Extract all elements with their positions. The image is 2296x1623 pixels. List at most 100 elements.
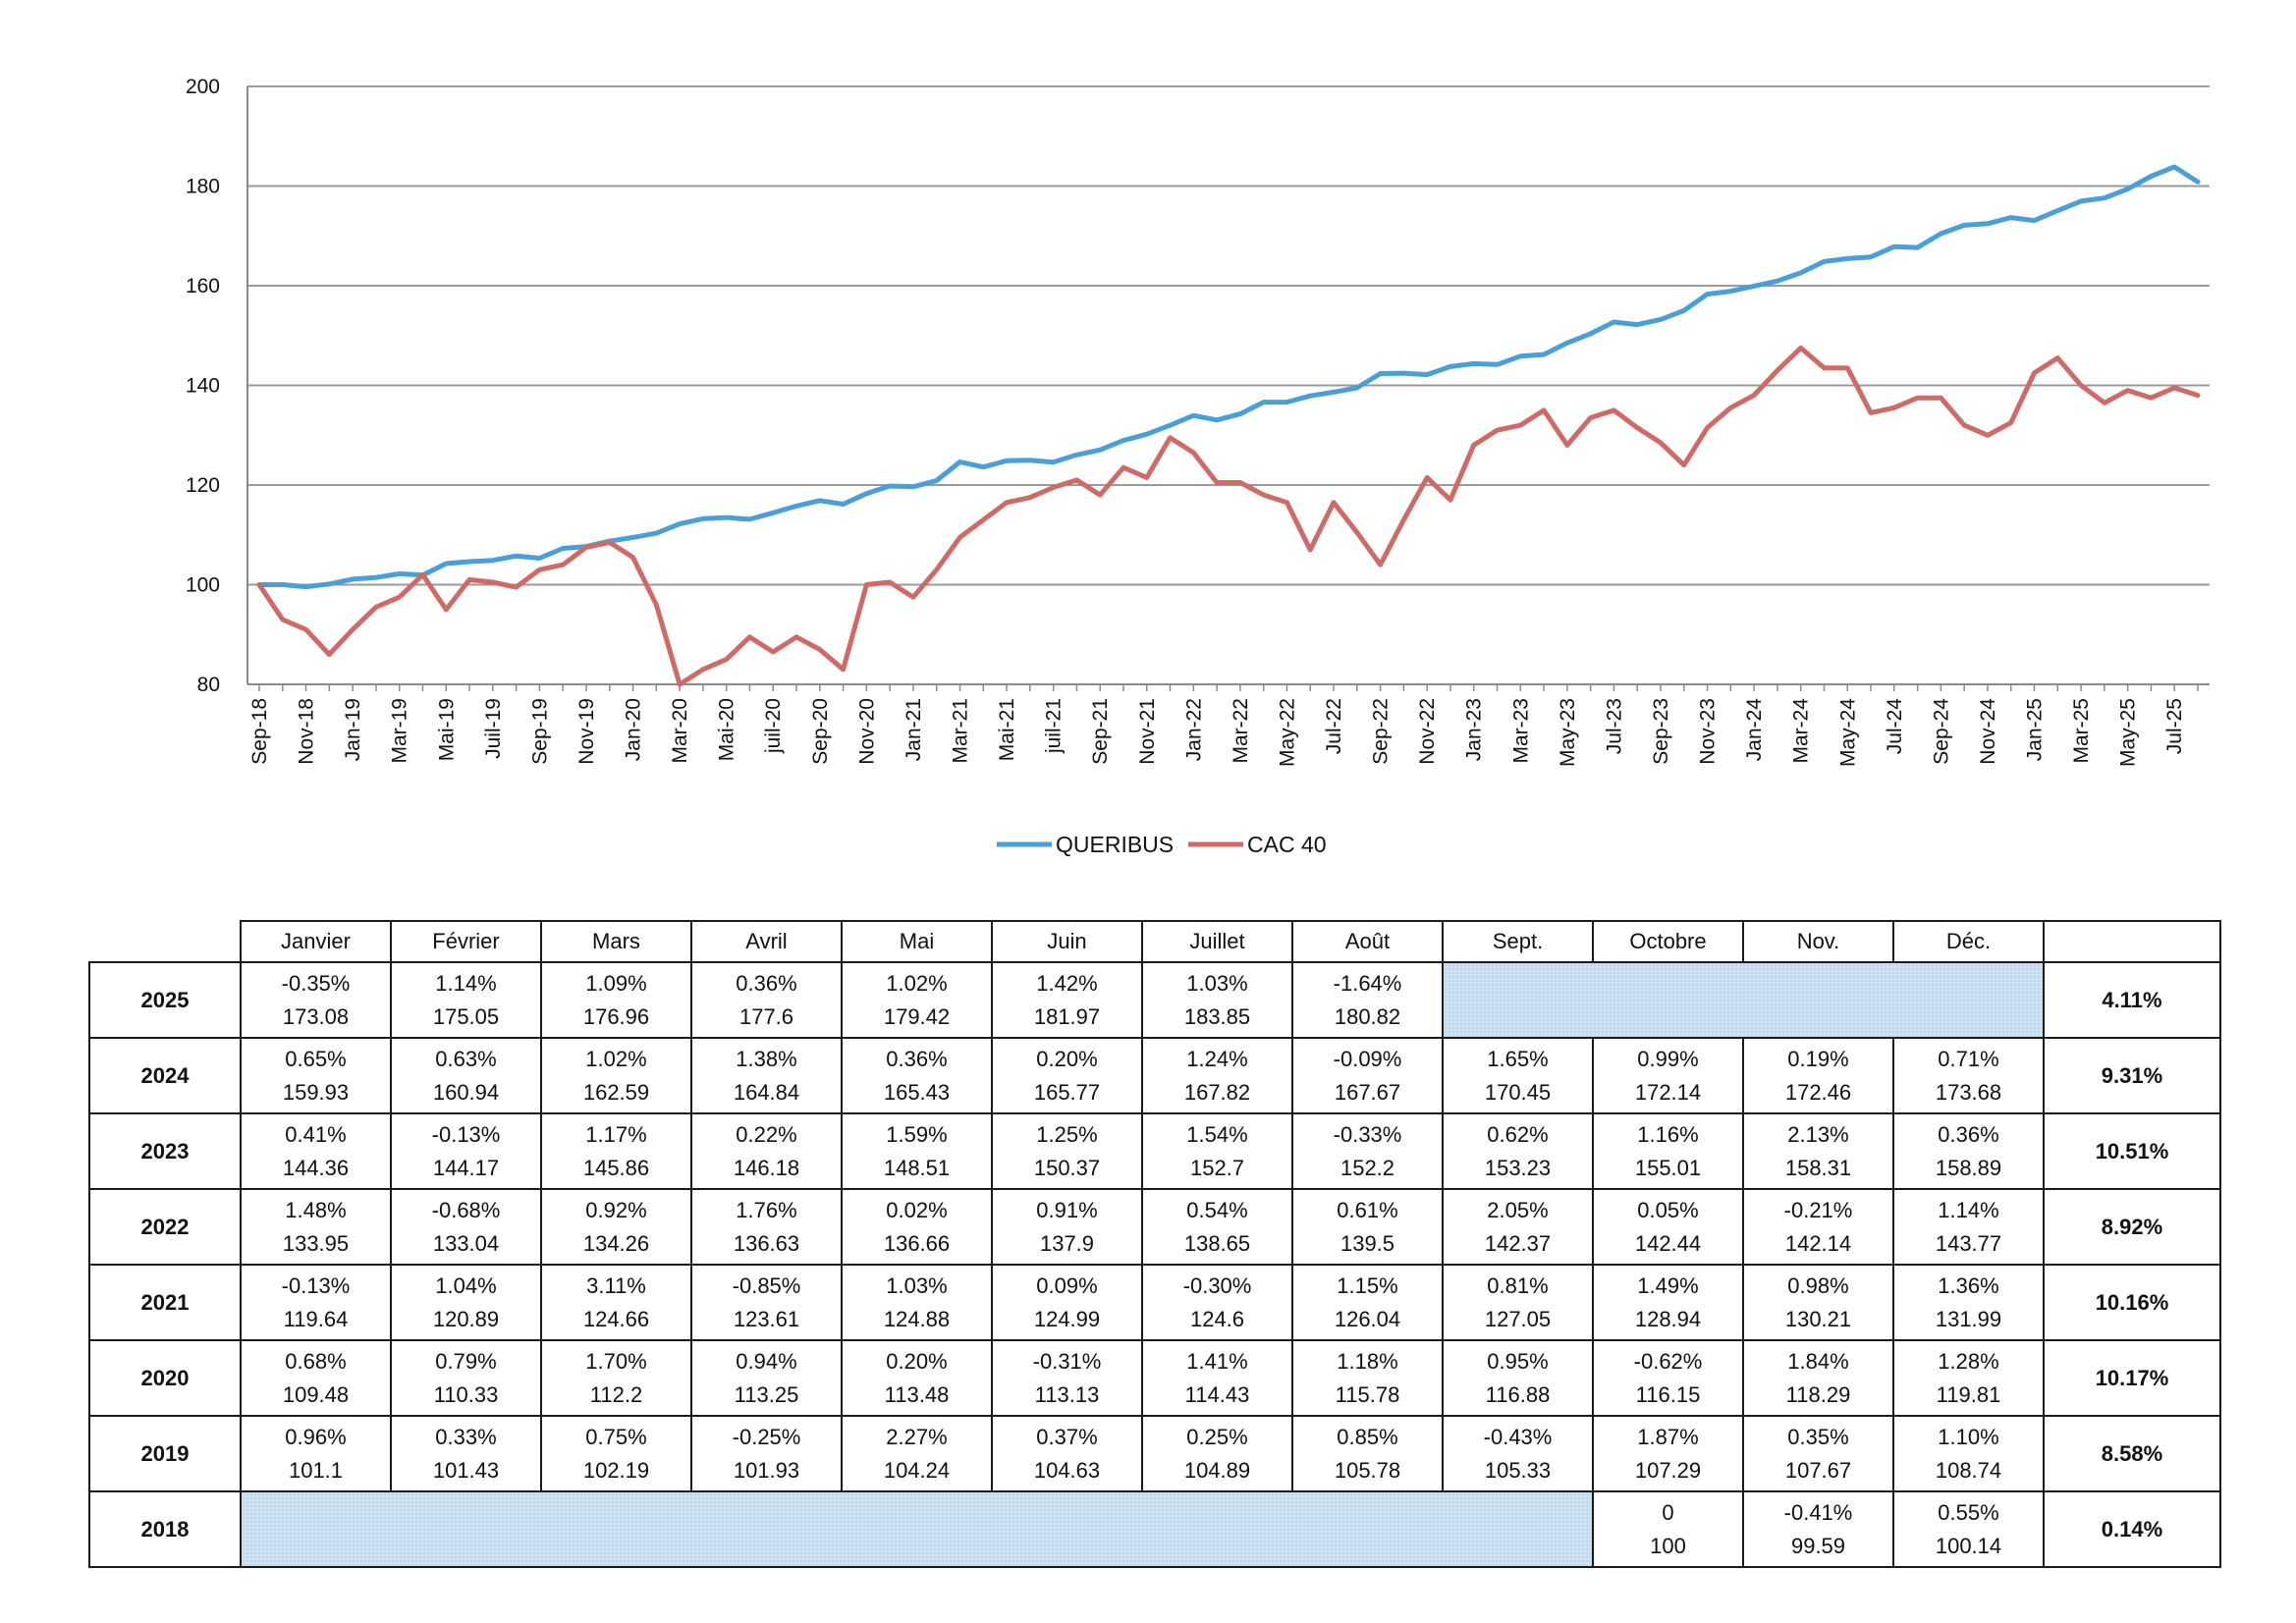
year-cell: 2020 [88, 1339, 242, 1417]
month-cell: 0.94% 113.25 [690, 1339, 843, 1417]
month-cell: 0.92% 134.26 [540, 1188, 692, 1266]
index-value: 133.04 [432, 1231, 500, 1256]
monthly-return: 0.92% [585, 1198, 647, 1222]
x-tick-label: Sep-21 [1089, 698, 1112, 765]
monthly-return: 0.55% [1938, 1500, 1999, 1525]
index-value: 180.82 [1334, 1004, 1401, 1029]
table-row: 2018 0 100 -0.41% 99.59 0.55% 100.14 0.14% [88, 1490, 2221, 1568]
y-tick-label: 100 [186, 574, 220, 597]
monthly-return: 0.85% [1337, 1425, 1398, 1449]
monthly-return: -0.13% [281, 1273, 351, 1298]
table-row: 2023 0.41% 144.36 -0.13% 144.17 1.17% 145.86 0.… [88, 1112, 2221, 1190]
table-row: 2025 -0.35% 173.08 1.14% 175.05 1.09% 176.96 0.… [88, 961, 2221, 1039]
annual-total: 8.58% [2043, 1415, 2221, 1492]
index-value: 177.6 [738, 1004, 794, 1029]
annual-total: 8.92% [2043, 1188, 2221, 1266]
line-chart: 80 100 120 140 160 180 200 Sep-18 Nov-18 Jan-19 M… [186, 76, 2210, 857]
axes [246, 86, 2210, 691]
monthly-return: 1.14% [1938, 1198, 1999, 1222]
index-value: 139.5 [1339, 1231, 1395, 1256]
index-value: 165.43 [883, 1080, 951, 1105]
empty-shaded-cell [1442, 961, 2045, 1039]
month-cell: 1.14% 175.05 [390, 961, 542, 1039]
monthly-return: 0.36% [1938, 1122, 1999, 1147]
index-value: 145.86 [582, 1156, 650, 1180]
table-row: 2019 0.96% 101.1 0.33% 101.43 0.75% 102.19 -0.2… [88, 1415, 2221, 1492]
monthly-return: 0.63% [435, 1047, 497, 1071]
month-cell: 0.37% 104.63 [991, 1415, 1143, 1492]
y-tick-label: 180 [186, 176, 220, 198]
index-value: 167.67 [1334, 1080, 1401, 1105]
month-header: Mars [540, 920, 692, 963]
month-cell: 1.70% 112.2 [540, 1339, 692, 1417]
x-tick-label: Sep-20 [809, 698, 832, 765]
empty-shaded-cell [240, 1490, 1594, 1568]
monthly-return: 1.59% [886, 1122, 948, 1147]
index-value: 100.14 [1935, 1534, 2002, 1558]
index-value: 128.94 [1634, 1307, 1702, 1331]
monthly-return: 0 [1662, 1500, 1674, 1525]
x-tick-label: Nov-19 [575, 698, 598, 765]
index-value: 116.88 [1485, 1382, 1551, 1407]
monthly-return: -0.31% [1032, 1349, 1102, 1374]
monthly-return: 0.05% [1637, 1198, 1699, 1222]
x-tick-label: Jan-21 [902, 698, 925, 761]
annual-total: 4.11% [2043, 961, 2221, 1039]
month-cell: 0.36% 177.6 [690, 961, 843, 1039]
month-cell: 0.36% 158.89 [1892, 1112, 2045, 1190]
month-cell: 1.18% 115.78 [1291, 1339, 1444, 1417]
index-value: 124.66 [582, 1307, 650, 1331]
x-tick-label: Nov-18 [296, 698, 318, 765]
x-tick-label: Mar-25 [2070, 698, 2093, 764]
month-cell: 1.59% 148.51 [841, 1112, 993, 1190]
x-tick-label: Nov-24 [1977, 698, 1999, 765]
month-header: Août [1291, 920, 1444, 963]
month-cell: 0 100 [1592, 1490, 1744, 1568]
month-cell: 3.11% 124.66 [540, 1264, 692, 1341]
month-cell: 0.22% 146.18 [690, 1112, 843, 1190]
month-cell: 0.95% 116.88 [1442, 1339, 1594, 1417]
x-tick-label: Sep-24 [1930, 698, 1952, 765]
month-cell: 0.91% 137.9 [991, 1188, 1143, 1266]
index-value: 170.45 [1484, 1080, 1552, 1105]
monthly-return: 1.02% [886, 971, 948, 996]
y-tick-label: 80 [197, 674, 220, 696]
table-header-row: Janvier Février Mars Avril Mai Juin Juillet Aoû… [89, 920, 2221, 963]
index-value: 144.36 [282, 1156, 350, 1180]
month-cell: 0.25% 104.89 [1141, 1415, 1293, 1492]
x-tick-label: Sep-22 [1370, 698, 1393, 765]
x-tick-label: Jan-20 [623, 698, 645, 761]
x-tick-label: Jan-19 [342, 698, 364, 761]
monthly-return: 0.68% [285, 1349, 347, 1374]
monthly-return: -0.09% [1333, 1047, 1402, 1071]
month-cell: -0.09% 167.67 [1291, 1037, 1444, 1114]
header-corner [89, 921, 242, 963]
month-cell: 0.71% 173.68 [1892, 1037, 2045, 1114]
month-cell: 1.10% 108.74 [1892, 1415, 2045, 1492]
index-value: 119.81 [1936, 1382, 2001, 1407]
index-value: 134.26 [582, 1231, 650, 1256]
grid-lines [247, 85, 2210, 586]
legend-label: QUERIBUS [1056, 832, 1174, 857]
series-lines [256, 164, 2201, 687]
index-value: 175.05 [432, 1004, 500, 1029]
monthly-return: 1.70% [585, 1349, 647, 1374]
index-value: 164.84 [733, 1080, 800, 1105]
table-row: 2022 1.48% 133.95 -0.68% 133.04 0.92% 134.26 1.… [88, 1188, 2221, 1266]
month-cell: 0.81% 127.05 [1442, 1264, 1594, 1341]
index-value: 152.7 [1189, 1156, 1245, 1180]
monthly-return: 0.20% [886, 1349, 948, 1374]
month-cell: 0.61% 139.5 [1291, 1188, 1444, 1266]
index-value: 159.93 [282, 1080, 350, 1105]
x-tick-label: Mar-19 [389, 698, 411, 764]
x-tick-label: Mar-24 [1790, 698, 1813, 764]
monthly-performance-table: Janvier Février Mars Avril Mai Juin Juillet Aoû… [88, 920, 2221, 1568]
index-value: 142.14 [1784, 1231, 1852, 1256]
monthly-return: 0.35% [1787, 1425, 1849, 1449]
index-value: 148.51 [883, 1156, 951, 1180]
index-value: 158.89 [1935, 1156, 2002, 1180]
index-value: 173.68 [1935, 1080, 2002, 1105]
year-cell: 2025 [88, 961, 242, 1039]
index-value: 123.61 [733, 1307, 800, 1331]
month-cell: 0.20% 165.77 [991, 1037, 1143, 1114]
